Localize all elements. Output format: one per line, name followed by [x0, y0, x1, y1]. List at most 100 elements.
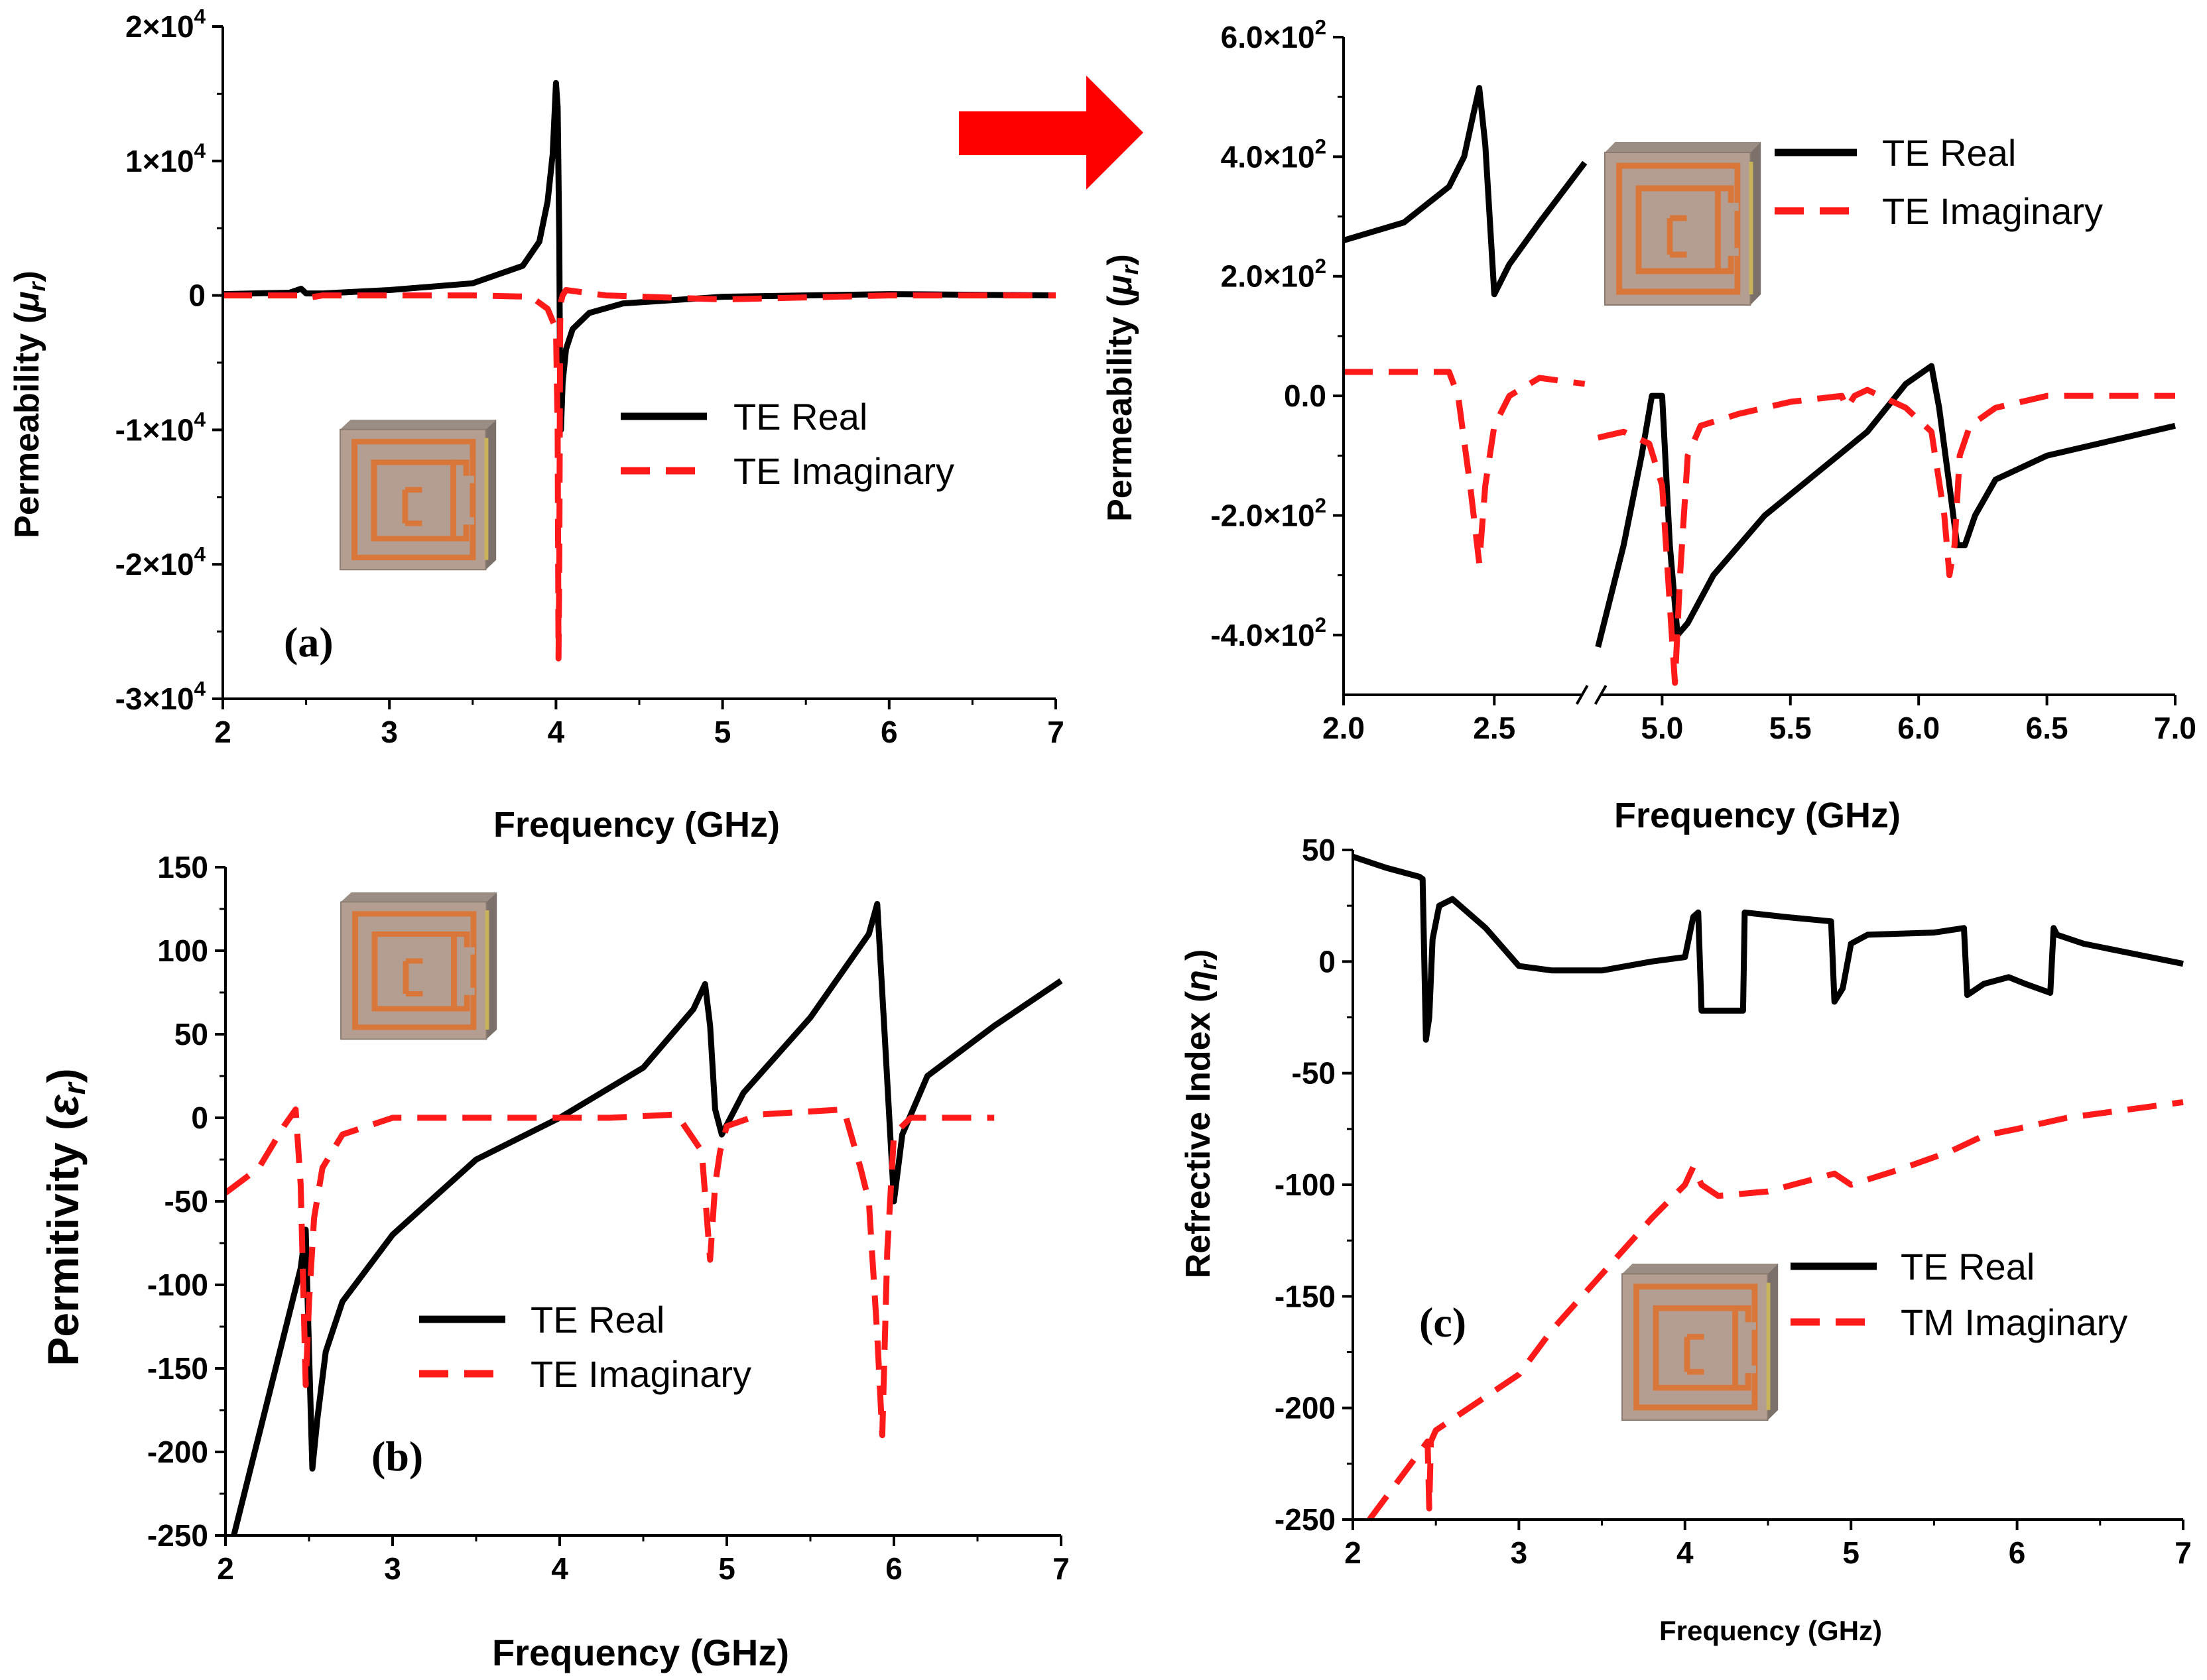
panel-a-zoom-x-tick-label: 2.0	[1322, 711, 1365, 745]
panel-c-y-tick-label: 0	[1318, 944, 1336, 979]
panel-b-series-imag-line	[225, 1106, 995, 1439]
panel-b-y-tick-label: 150	[157, 850, 208, 884]
panel-a-zoom-y-tick-label: 0.0	[1284, 379, 1326, 413]
panel-a-zoom-x-tick-label: 5.5	[1769, 711, 1812, 745]
panel-a-zoom-x-tick-label: 2.5	[1473, 711, 1515, 745]
panel-b-x-tick-label: 4	[551, 1551, 568, 1586]
panel-a-zoom-y-tick-label: 4.0×102	[1221, 135, 1326, 174]
panel-a-sample-image	[340, 420, 496, 570]
panel-a-y-tick-label: 0	[188, 278, 206, 313]
panel-a: 2 3 4 5 6 7 -3×104 -2×104 -1×104 0 1×104 2×104 Freq…	[8, 5, 1064, 845]
panel-a-zoom-y-tick-label: -4.0×102	[1210, 613, 1326, 652]
panel-a-zoom-plot: 2.0 2.5 5.0 5.5 6.0 6.5 7.0 -4.0×102 -2.0×102 0.0…	[1210, 15, 2196, 745]
panel-b-legend-real-label: TE Real	[531, 1299, 664, 1341]
panel-c-x-tick-label: 3	[1511, 1535, 1528, 1570]
panel-b-plot: 2 3 4 5 6 7 -250 -200 -150 -100 -50 0 50 100 150	[147, 850, 1070, 1586]
panel-a-ylabel: Permeability (μr)	[8, 270, 50, 538]
panel-c-sample-image	[1622, 1264, 1778, 1420]
panel-c-ylabel: Refrective Index (ηr)	[1179, 949, 1222, 1279]
panel-a-tag: (a)	[284, 619, 334, 666]
panel-a-x-tick-label: 2	[214, 715, 231, 749]
panel-a-zoom-y-tick-label: -2.0×102	[1210, 494, 1326, 533]
panel-b-y-tick-label: -250	[147, 1518, 208, 1553]
panel-a-legend-real-label: TE Real	[733, 396, 867, 438]
panel-c-y-tick-label: -50	[1292, 1056, 1336, 1091]
panel-c-y-tick-label: -150	[1275, 1279, 1336, 1313]
panel-b-y-tick-label: -100	[147, 1268, 208, 1302]
panel-b-y-tick-label: 50	[174, 1017, 208, 1051]
panel-a-zoom-ylabel: Permeability (μr)	[1101, 254, 1143, 522]
panel-a-plot: 2 3 4 5 6 7 -3×104 -2×104 -1×104 0 1×104 2×104	[115, 5, 1064, 749]
panel-c-legend-real-label: TE Real	[1901, 1246, 2035, 1288]
panel-b-x-tick-label: 6	[885, 1551, 903, 1586]
panel-a-zoom-legend: TE Real TE Imaginary	[1775, 132, 2103, 232]
panel-c-legend: TE Real TM Imaginary	[1791, 1246, 2127, 1343]
panel-a-zoom-x-tick-label: 6.0	[1897, 711, 1940, 745]
panel-a-zoom-axis-break-icon	[1575, 685, 1608, 705]
panel-b-y-tick-label: 100	[157, 933, 208, 968]
panel-c-series-real-line	[1353, 853, 2184, 1043]
panel-a-zoom-xlabel: Frequency (GHz)	[1614, 796, 1901, 835]
panel-c-plot: 2 3 4 5 6 7 -250 -200 -150 -100 -50 0 50	[1275, 833, 2192, 1570]
panel-a-zoom-x-tick-label: 7.0	[2154, 711, 2196, 745]
panel-a-zoom-x-tick-label: 6.5	[2026, 711, 2068, 745]
panel-a-zoom: 2.0 2.5 5.0 5.5 6.0 6.5 7.0 -4.0×102 -2.0×102 0.0…	[1101, 15, 2196, 835]
panel-a-series-imag-line	[223, 287, 1056, 662]
panel-b-legend-imag-label: TE Imaginary	[531, 1353, 751, 1395]
panel-a-y-tick-label: 1×104	[125, 139, 206, 178]
panel-a-y-tick-label: 2×104	[125, 5, 206, 44]
panel-a-zoom-series-real-line-1	[1344, 85, 1588, 298]
panel-c-x-tick-label: 4	[1676, 1535, 1694, 1570]
panel-c-xlabel: Frequency (GHz)	[1659, 1615, 1882, 1646]
panel-c-x-tick-label: 7	[2175, 1535, 2192, 1570]
panel-a-y-tick-label: -1×104	[115, 408, 206, 448]
panel-c-y-tick-label: -200	[1275, 1391, 1336, 1425]
panel-a-zoom-sample-image	[1605, 142, 1761, 305]
zoom-arrow-icon	[959, 76, 1143, 190]
panel-a-zoom-legend-imag-label: TE Imaginary	[1882, 190, 2103, 232]
panel-a-zoom-series-real-line-2	[1595, 363, 2176, 648]
panel-a-zoom-x-tick-label: 5.0	[1641, 711, 1683, 745]
panel-b-ylabel: Permitivity (εr)	[38, 1068, 92, 1366]
panel-a-zoom-y-tick-label: 6.0×102	[1221, 15, 1326, 54]
panel-c-series-imag-line	[1367, 1099, 2184, 1522]
panel-b-y-tick-label: 0	[191, 1101, 208, 1135]
panel-c-x-tick-label: 2	[1344, 1535, 1361, 1570]
panel-c-y-tick-label: -250	[1275, 1502, 1336, 1537]
panel-a-zoom-series-imag-line-1	[1344, 369, 1586, 567]
panel-b-y-tick-label: -150	[147, 1351, 208, 1386]
panel-c-x-tick-label: 6	[2009, 1535, 2026, 1570]
panel-b-sample-image	[341, 892, 497, 1039]
panel-a-zoom-legend-real-label: TE Real	[1882, 132, 2016, 174]
panel-b-x-tick-label: 2	[217, 1551, 234, 1586]
panel-a-x-tick-label: 4	[548, 715, 565, 749]
panel-a-y-tick-label: -2×104	[115, 543, 206, 582]
panel-b-x-tick-label: 7	[1052, 1551, 1070, 1586]
panel-c-x-tick-label: 5	[1842, 1535, 1860, 1570]
panel-b-x-tick-label: 5	[718, 1551, 735, 1586]
panel-a-series-real-line	[223, 80, 1056, 433]
panel-a-xlabel: Frequency (GHz)	[493, 805, 780, 845]
panel-a-zoom-series-imag-line-2	[1597, 387, 2175, 686]
panel-a-x-tick-label: 3	[381, 715, 398, 749]
panel-a-legend: TE Real TE Imaginary	[621, 396, 954, 492]
panel-a-x-tick-label: 5	[714, 715, 731, 749]
panel-b-legend: TE Real TE Imaginary	[419, 1299, 751, 1395]
panel-b-y-tick-label: -200	[147, 1435, 208, 1469]
panel-a-zoom-y-tick-label: 2.0×102	[1221, 255, 1326, 294]
panel-c: 2 3 4 5 6 7 -250 -200 -150 -100 -50 0 50 Frequency (…	[1179, 833, 2192, 1646]
panel-a-x-tick-label: 7	[1047, 715, 1064, 749]
panel-a-legend-imag-label: TE Imaginary	[733, 450, 954, 492]
panel-a-y-tick-label: -3×104	[115, 677, 206, 716]
panel-c-tag: (c)	[1419, 1299, 1466, 1346]
panel-b-x-tick-label: 3	[384, 1551, 401, 1586]
panel-b-tag: (b)	[371, 1433, 423, 1480]
panel-c-legend-imag-label: TM Imaginary	[1901, 1301, 2127, 1343]
panel-b: 2 3 4 5 6 7 -250 -200 -150 -100 -50 0 50 100 150 Frequ…	[38, 850, 1070, 1673]
panel-b-xlabel: Frequency (GHz)	[492, 1632, 789, 1673]
panel-c-y-tick-label: -100	[1275, 1168, 1336, 1202]
panel-b-y-tick-label: -50	[164, 1184, 208, 1219]
panel-c-y-tick-label: 50	[1302, 833, 1336, 867]
panel-a-x-tick-label: 6	[881, 715, 898, 749]
